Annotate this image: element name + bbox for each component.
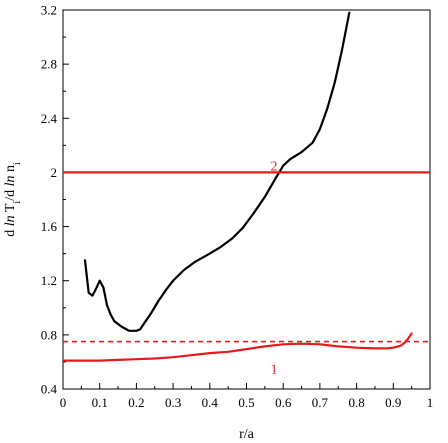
annotations: 21 xyxy=(271,160,278,378)
plot-frame xyxy=(62,9,431,390)
y-axis-title-part: /d xyxy=(3,186,18,200)
x-tick-label: 1 xyxy=(427,395,434,410)
x-tick-label: 0.8 xyxy=(348,395,364,410)
y-axis-title-part: d xyxy=(3,226,18,237)
series-group xyxy=(63,11,430,362)
x-tick-label: 0.1 xyxy=(92,395,108,410)
x-tick-label: 0.4 xyxy=(202,395,219,410)
x-tick-label: 0.2 xyxy=(128,395,144,410)
y-axis-title-part: ln xyxy=(3,215,18,226)
x-tick-label: 0.9 xyxy=(385,395,401,410)
series-label-1: 1 xyxy=(271,363,278,378)
x-tick-label: 0.7 xyxy=(312,395,329,410)
y-tick-label: 0.8 xyxy=(41,327,57,342)
series-label-2: 2 xyxy=(271,160,278,175)
y-axis-title-part: i xyxy=(12,201,23,204)
y-tick-label: 1.2 xyxy=(41,273,57,288)
y-axis-title-part: T xyxy=(3,203,18,215)
axis-labels: r/a d ln Ti/d ln ni xyxy=(3,162,255,442)
x-tick-label: 0.6 xyxy=(275,395,292,410)
y-tick-label: 2.4 xyxy=(41,111,58,126)
x-tick-label: 0.5 xyxy=(238,395,254,410)
axes: 0 0.1 0.2 0.3 0.4 0.5 0.6 0.7 0.8 0.9 1 0.4 0.8 1.2 1.… xyxy=(41,3,434,411)
series-clip-group xyxy=(63,11,430,362)
y-tick-label: 2.8 xyxy=(41,57,57,72)
series-line-black xyxy=(83,11,351,332)
y-tick-label: 1.6 xyxy=(41,219,58,234)
y-axis-title-part: ln xyxy=(3,176,18,187)
y-tick-label: 2 xyxy=(51,165,58,180)
y-tick-label: 0.4 xyxy=(41,382,58,397)
series-line-1 xyxy=(63,332,413,362)
y-tick-label: 3.2 xyxy=(41,3,57,18)
x-axis-title: r/a xyxy=(239,427,255,442)
x-tick-label: 0.3 xyxy=(165,395,181,410)
y-axis-title-part: i xyxy=(12,162,23,165)
y-axis-title: d ln Ti/d ln ni xyxy=(3,162,23,237)
y-axis-title-part: n xyxy=(3,165,18,176)
x-tick-label: 0 xyxy=(60,395,67,410)
